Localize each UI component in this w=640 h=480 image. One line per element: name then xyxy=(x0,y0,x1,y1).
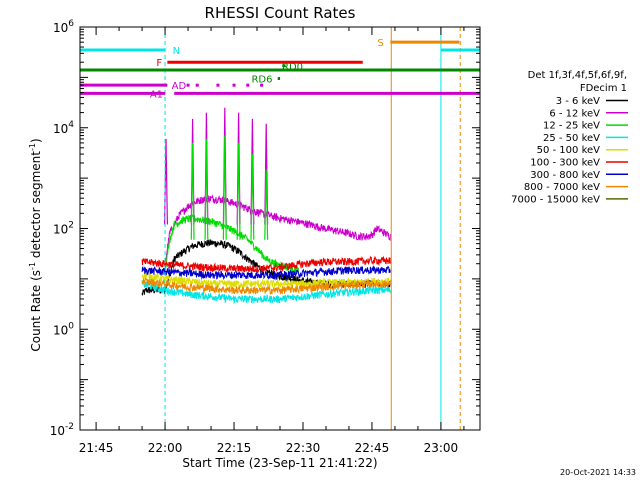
y-tick-label: 10-2 xyxy=(50,422,74,438)
x-tick-label: 22:45 xyxy=(355,441,390,455)
y-tick-label-exp: 6 xyxy=(68,19,74,29)
spike-1-4 xyxy=(250,154,255,240)
y-tick-label: 106 xyxy=(53,19,74,35)
flag-label-ad: AD xyxy=(172,81,187,92)
ad-dot-3 xyxy=(232,83,236,87)
legend-label-7000-15000-kev: 7000 - 15000 keV xyxy=(511,194,600,205)
spike-1-2 xyxy=(222,135,227,240)
x-tick-label: 22:00 xyxy=(148,441,183,455)
ad-dot-0 xyxy=(186,83,190,87)
y-tick-label-base: 10 xyxy=(53,223,68,237)
y-axis-label: Count Rate (s-1 detector segment-1) xyxy=(28,138,43,351)
spike-1-5 xyxy=(264,169,269,240)
legend-label-100-300-kev: 100 - 300 keV xyxy=(530,158,600,169)
y-tick-label-base: 10 xyxy=(53,21,68,35)
y-tick-label-exp: 4 xyxy=(68,120,74,130)
flag-label-f: F xyxy=(156,58,162,69)
ad-dot-5 xyxy=(260,83,264,87)
legend-label-6-12-kev: 6 - 12 keV xyxy=(549,108,600,119)
legend-label-300-800-kev: 300 - 800 keV xyxy=(530,170,600,181)
series-line-6-12-kev xyxy=(164,194,391,263)
legend-label-25-50-kev: 25 - 50 keV xyxy=(543,133,600,144)
series-line-25-50-kev xyxy=(141,280,391,305)
ad-dot-2 xyxy=(216,83,220,87)
legend: Det 1f,3f,4f,5f,6f,9f, FDecim 1 3 - 6 ke… xyxy=(511,70,628,205)
x-tick-label: 22:15 xyxy=(217,441,252,455)
y-tick-label-base: 10 xyxy=(53,122,68,136)
flag-label-s: S xyxy=(377,38,383,49)
y-tick-label-exp: 2 xyxy=(68,221,74,231)
ad-dot-4 xyxy=(246,83,250,87)
spike-1-3 xyxy=(236,142,241,240)
plot-inner xyxy=(80,27,480,430)
spike-1-0 xyxy=(190,142,195,240)
x-tick-label: 23:00 xyxy=(424,441,459,455)
y-tick-label-exp: -2 xyxy=(65,422,74,432)
legend-header-detectors: Det 1f,3f,4f,5f,6f,9f, xyxy=(528,70,627,81)
flag-label-rd6: RD6 xyxy=(251,74,272,85)
series-line-300-800-kev xyxy=(141,265,391,281)
legend-label-12-25-kev: 12 - 25 keV xyxy=(543,121,600,132)
series-line-50-100-kev xyxy=(141,272,391,289)
legend-label-800-7000-kev: 800 - 7000 keV xyxy=(524,182,600,193)
y-tick-label: 104 xyxy=(53,120,74,136)
y-tick-label-base: 10 xyxy=(53,323,68,337)
y-tick-label-exp: 0 xyxy=(68,321,74,331)
y-tick-label: 100 xyxy=(53,321,74,337)
flag-label-rd0: RD0 xyxy=(282,62,303,73)
legend-label-3-6-kev: 3 - 6 keV xyxy=(556,96,600,107)
footer-date: 20-Oct-2021 14:33 xyxy=(560,468,636,477)
chart-title: RHESSI Count Rates xyxy=(205,4,356,22)
spike-1-1 xyxy=(204,138,209,240)
series-line-800-7000-kev xyxy=(141,277,391,296)
x-tick-label: 22:30 xyxy=(286,441,321,455)
y-tick-label: 102 xyxy=(53,221,74,237)
x-tick-label: 21:45 xyxy=(79,441,114,455)
x-axis-label: Start Time (23-Sep-11 21:41:22) xyxy=(182,456,377,470)
legend-header-decimation: FDecim 1 xyxy=(580,83,627,94)
flag-label-n: N xyxy=(173,46,180,57)
legend-label-50-100-kev: 50 - 100 keV xyxy=(537,145,601,156)
series-line-100-300-kev xyxy=(141,255,391,273)
ad-dot-1 xyxy=(195,83,199,87)
y-tick-label-base: 10 xyxy=(50,424,65,438)
flag-label-a1: A1 xyxy=(150,89,163,100)
